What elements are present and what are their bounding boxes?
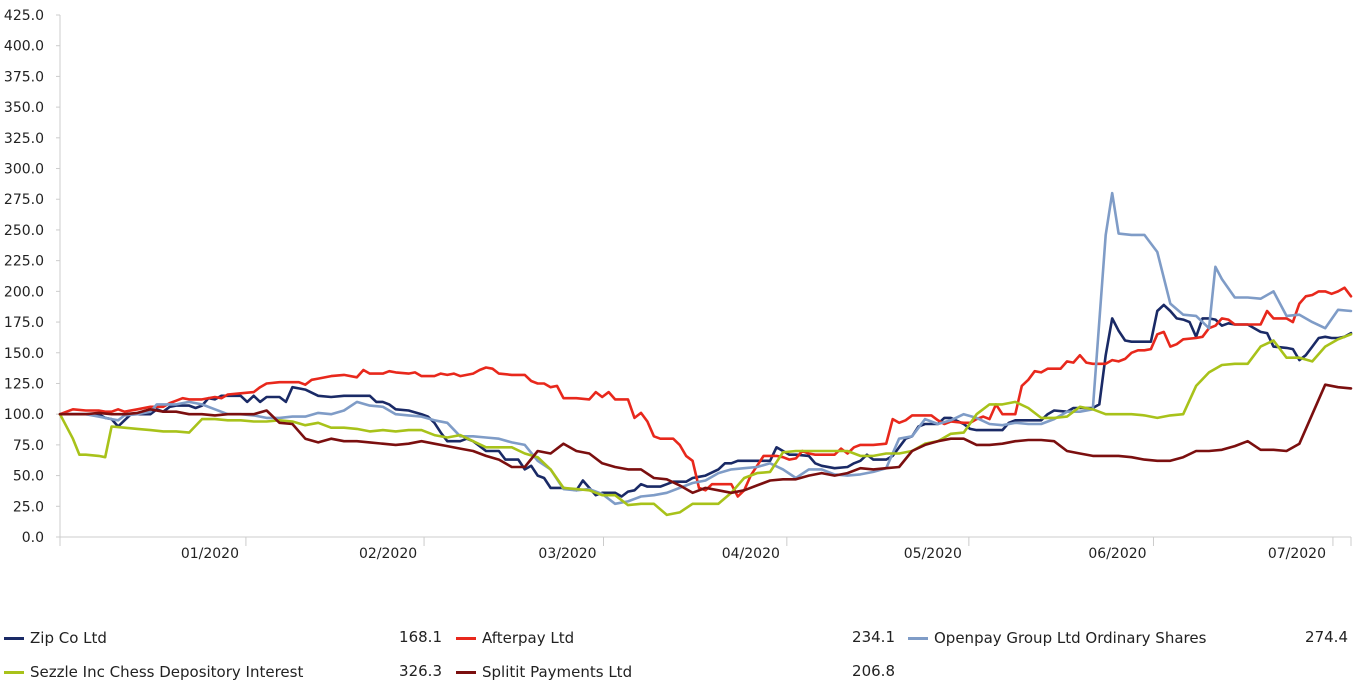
legend-label: Openpay Group Ltd Ordinary Shares <box>934 629 1207 647</box>
legend-value: 234.1 <box>852 628 895 646</box>
legend-swatch <box>908 636 928 640</box>
series-line-1 <box>58 286 1353 498</box>
series-line-0 <box>58 303 1353 498</box>
x-tick-label: 01/2020 <box>181 546 239 562</box>
series-line-3 <box>58 333 1353 517</box>
legend-item-afterpay[interactable]: Afterpay Ltd <box>456 628 574 648</box>
y-tick-label: 375.0 <box>4 69 44 85</box>
legend-item-zip-co[interactable]: Zip Co Ltd <box>4 628 107 648</box>
line-chart: 0.0 25.0 50.0 75.0 100.0 125.0 150.0 175.0 200.0… <box>4 8 1353 562</box>
x-tick-label: 02/2020 <box>359 546 417 562</box>
legend-item-splitit[interactable]: Splitit Payments Ltd <box>456 662 632 682</box>
series-layer <box>58 191 1353 517</box>
x-tick-label: 04/2020 <box>722 546 780 562</box>
y-tick-label: 425.0 <box>4 8 44 24</box>
legend-swatch <box>4 636 24 640</box>
legend: Zip Co Ltd 168.1 Afterpay Ltd 234.1 Open… <box>0 620 1355 692</box>
legend-label: Splitit Payments Ltd <box>482 663 633 681</box>
legend-swatch <box>456 670 476 674</box>
y-tick-label: 75.0 <box>13 438 44 454</box>
legend-label: Sezzle Inc Chess Depository Interest <box>30 663 304 681</box>
y-tick-label: 200.0 <box>4 284 44 300</box>
y-tick-label: 250.0 <box>4 223 44 239</box>
y-tick-label: 275.0 <box>4 192 44 208</box>
y-tick-label: 50.0 <box>13 469 44 485</box>
x-tick-label: 03/2020 <box>538 546 596 562</box>
y-tick-label: 225.0 <box>4 254 44 270</box>
legend-item-sezzle[interactable]: Sezzle Inc Chess Depository Interest <box>4 662 303 682</box>
x-tick-label: 07/2020 <box>1268 546 1326 562</box>
legend-swatch <box>4 670 24 674</box>
legend-value: 168.1 <box>399 628 442 646</box>
legend-label: Zip Co Ltd <box>30 629 107 647</box>
legend-value: 274.4 <box>1305 628 1348 646</box>
y-tick-label: 400.0 <box>4 39 44 55</box>
legend-value: 326.3 <box>399 662 442 680</box>
x-axis: 01/2020 02/2020 03/2020 04/2020 05/2020 06/20… <box>59 536 1352 562</box>
y-tick-label: 0.0 <box>22 530 44 546</box>
series-line-4 <box>58 383 1353 495</box>
x-tick-label: 06/2020 <box>1088 546 1146 562</box>
legend-swatch <box>456 636 476 640</box>
y-tick-label: 325.0 <box>4 131 44 147</box>
x-tick-label: 05/2020 <box>904 546 962 562</box>
y-tick-label: 25.0 <box>13 499 44 515</box>
y-tick-label: 125.0 <box>4 376 44 392</box>
legend-label: Afterpay Ltd <box>482 629 575 647</box>
y-axis: 0.0 25.0 50.0 75.0 100.0 125.0 150.0 175.0 200.0… <box>4 8 61 546</box>
y-tick-label: 150.0 <box>4 346 44 362</box>
legend-item-openpay[interactable]: Openpay Group Ltd Ordinary Shares <box>908 628 1206 648</box>
y-tick-label: 300.0 <box>4 162 44 178</box>
legend-value: 206.8 <box>852 662 895 680</box>
y-tick-label: 350.0 <box>4 100 44 116</box>
y-tick-label: 175.0 <box>4 315 44 331</box>
y-tick-label: 100.0 <box>4 407 44 423</box>
series-line-2 <box>58 191 1353 506</box>
